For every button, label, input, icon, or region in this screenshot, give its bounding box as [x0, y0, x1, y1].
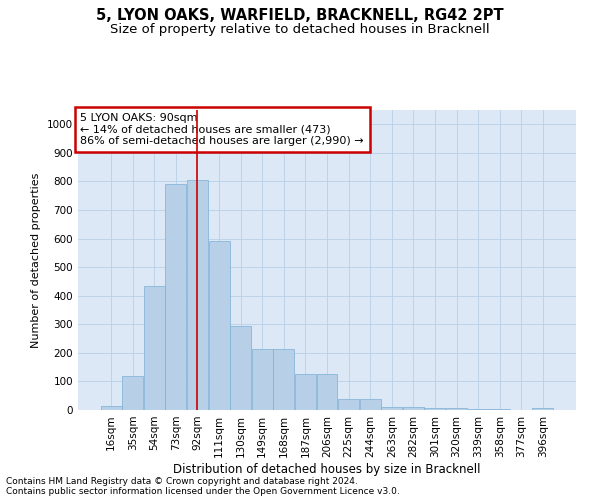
Text: Size of property relative to detached houses in Bracknell: Size of property relative to detached ho…	[110, 22, 490, 36]
Text: 5 LYON OAKS: 90sqm
← 14% of detached houses are smaller (473)
86% of semi-detach: 5 LYON OAKS: 90sqm ← 14% of detached hou…	[80, 113, 364, 146]
Bar	[230, 326, 251, 410]
Bar	[274, 350, 294, 410]
Bar	[101, 406, 122, 410]
Bar	[446, 408, 467, 410]
Bar	[166, 184, 187, 410]
Bar	[489, 409, 510, 410]
Text: Contains HM Land Registry data © Crown copyright and database right 2024.: Contains HM Land Registry data © Crown c…	[6, 477, 358, 486]
Bar	[252, 350, 273, 410]
Bar	[317, 374, 337, 410]
Bar	[209, 242, 230, 410]
Bar	[381, 406, 402, 410]
Text: 5, LYON OAKS, WARFIELD, BRACKNELL, RG42 2PT: 5, LYON OAKS, WARFIELD, BRACKNELL, RG42 …	[96, 8, 504, 22]
Bar	[187, 180, 208, 410]
Bar	[532, 408, 553, 410]
Bar	[467, 409, 488, 410]
Bar	[360, 398, 380, 410]
Y-axis label: Number of detached properties: Number of detached properties	[31, 172, 41, 348]
Bar	[403, 406, 424, 410]
Bar	[295, 374, 316, 410]
Bar	[424, 408, 445, 410]
Bar	[338, 398, 359, 410]
X-axis label: Distribution of detached houses by size in Bracknell: Distribution of detached houses by size …	[173, 462, 481, 475]
Bar	[144, 286, 165, 410]
Bar	[122, 376, 143, 410]
Text: Contains public sector information licensed under the Open Government Licence v3: Contains public sector information licen…	[6, 487, 400, 496]
